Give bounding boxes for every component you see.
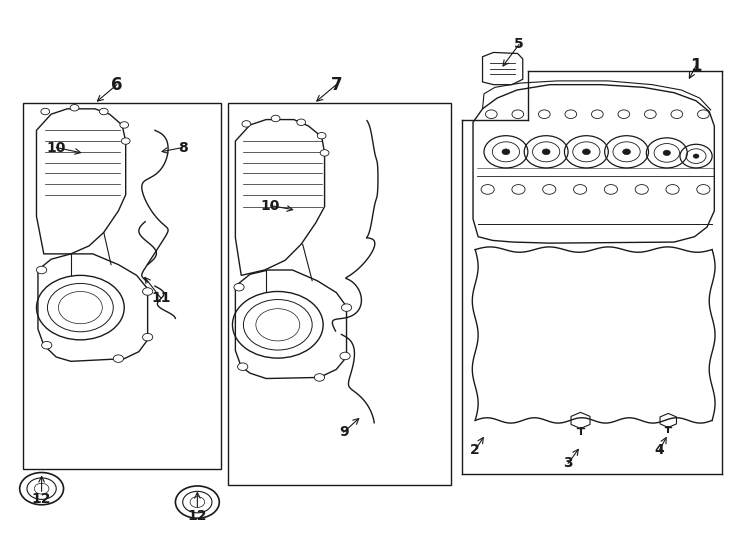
Circle shape <box>242 120 251 127</box>
Circle shape <box>314 374 324 381</box>
Circle shape <box>120 122 128 128</box>
Circle shape <box>70 105 79 111</box>
Text: 4: 4 <box>655 443 664 457</box>
Circle shape <box>622 149 631 155</box>
Text: 12: 12 <box>32 492 51 507</box>
Text: 10: 10 <box>261 199 280 213</box>
Circle shape <box>41 109 50 114</box>
Circle shape <box>121 138 130 144</box>
Circle shape <box>297 119 305 125</box>
Circle shape <box>539 110 550 118</box>
Circle shape <box>697 185 710 194</box>
Text: 9: 9 <box>339 425 349 439</box>
Circle shape <box>663 150 670 156</box>
Circle shape <box>635 185 648 194</box>
Circle shape <box>37 266 47 274</box>
Circle shape <box>113 355 123 362</box>
Circle shape <box>485 110 497 118</box>
Text: 12: 12 <box>188 509 207 523</box>
Circle shape <box>618 110 630 118</box>
Circle shape <box>341 304 352 312</box>
Circle shape <box>693 154 699 158</box>
Circle shape <box>340 352 350 360</box>
Circle shape <box>512 185 525 194</box>
Circle shape <box>238 363 248 370</box>
Circle shape <box>573 185 586 194</box>
Bar <box>462 71 722 474</box>
Text: 8: 8 <box>178 140 188 154</box>
Text: 11: 11 <box>151 291 170 305</box>
Circle shape <box>142 333 153 341</box>
Circle shape <box>582 149 590 155</box>
Bar <box>23 104 221 469</box>
Circle shape <box>592 110 603 118</box>
Circle shape <box>234 284 244 291</box>
Circle shape <box>481 185 494 194</box>
Circle shape <box>565 110 577 118</box>
Circle shape <box>512 110 523 118</box>
Text: 2: 2 <box>470 443 480 457</box>
Text: 3: 3 <box>563 456 573 470</box>
Circle shape <box>666 185 679 194</box>
Circle shape <box>502 149 510 155</box>
Circle shape <box>671 110 683 118</box>
Circle shape <box>317 132 326 139</box>
Circle shape <box>42 341 52 349</box>
Text: 1: 1 <box>690 57 702 75</box>
Circle shape <box>542 185 556 194</box>
Text: 6: 6 <box>111 76 123 93</box>
Text: 7: 7 <box>330 76 342 93</box>
Circle shape <box>604 185 617 194</box>
Circle shape <box>99 109 108 114</box>
Circle shape <box>697 110 709 118</box>
Text: 10: 10 <box>46 140 66 154</box>
Text: 5: 5 <box>515 37 524 51</box>
Bar <box>228 104 451 485</box>
Circle shape <box>542 149 550 155</box>
Circle shape <box>644 110 656 118</box>
Circle shape <box>271 115 280 122</box>
Circle shape <box>142 288 153 295</box>
Circle shape <box>320 150 329 156</box>
